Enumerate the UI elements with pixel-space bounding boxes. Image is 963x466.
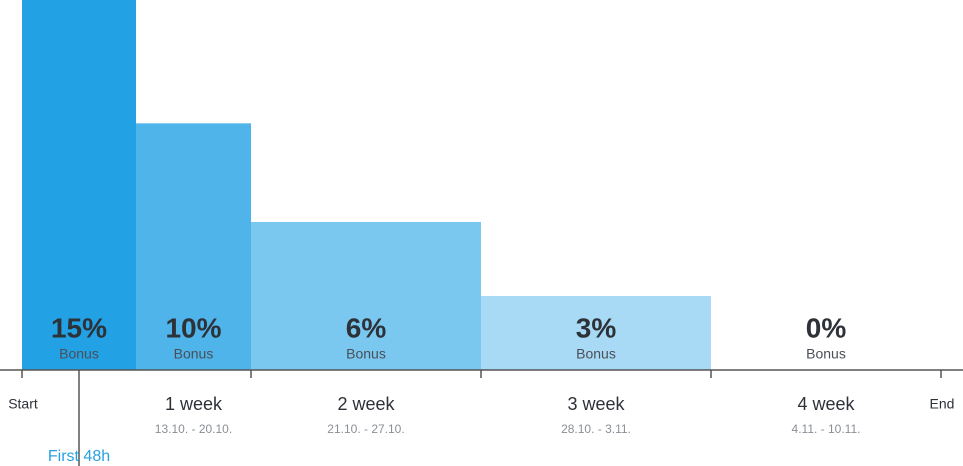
value-caption: Bonus: [59, 346, 99, 362]
value-label: 10%: [165, 312, 221, 343]
x-tick-label: 4 week: [797, 394, 855, 414]
date-label: 4.11. - 10.11.: [792, 422, 861, 436]
value-label: 6%: [346, 312, 387, 343]
bar: [136, 123, 251, 370]
value-label: 0%: [806, 312, 847, 343]
date-label: 13.10. - 20.10.: [155, 422, 232, 436]
bar: [481, 296, 711, 370]
end-label: End: [930, 396, 955, 412]
value-caption: Bonus: [346, 346, 386, 362]
date-label: 21.10. - 27.10.: [327, 422, 404, 436]
start-label: Start: [8, 396, 38, 412]
x-tick-label: 1 week: [165, 394, 223, 414]
x-tick-label: 2 week: [337, 394, 395, 414]
value-caption: Bonus: [576, 346, 616, 362]
value-label: 3%: [576, 312, 617, 343]
date-label: 28.10. - 3.11.: [561, 422, 631, 436]
x-tick-label: 3 week: [567, 394, 625, 414]
marker-label: First 48h: [48, 448, 110, 465]
bar: [251, 222, 481, 370]
value-label: 15%: [51, 312, 107, 343]
value-caption: Bonus: [174, 346, 214, 362]
bar: [22, 0, 136, 370]
value-caption: Bonus: [806, 346, 846, 362]
